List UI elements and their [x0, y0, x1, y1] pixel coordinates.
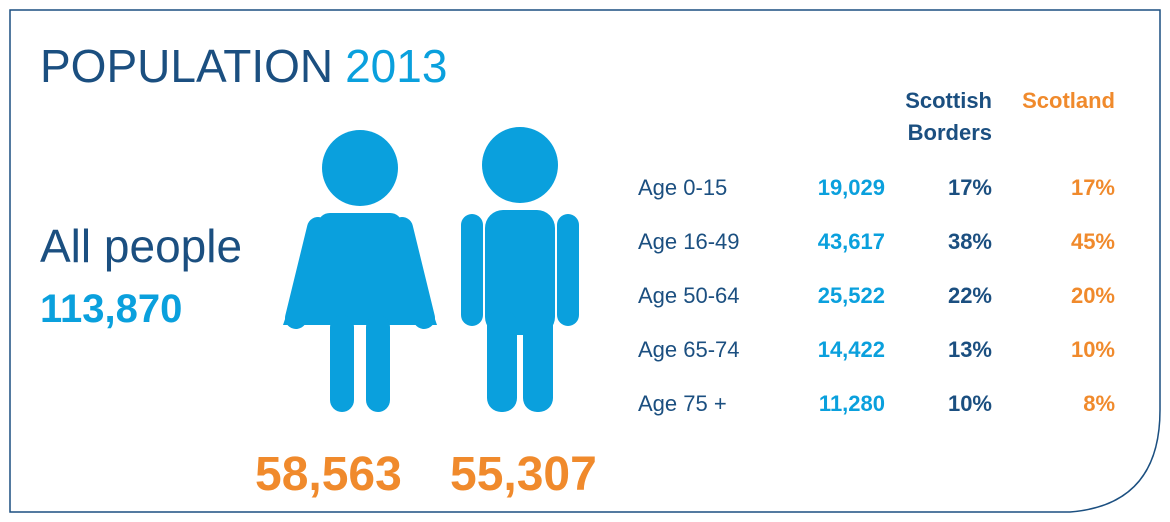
male-icon	[461, 127, 579, 412]
female-icon	[283, 130, 437, 412]
count: 25,522	[818, 283, 885, 308]
age-label: Age 0-15	[638, 175, 727, 200]
all-people-label: All people	[40, 220, 242, 272]
title: POPULATION 2013	[40, 40, 447, 92]
scotland-pct: 10%	[1071, 337, 1115, 362]
scotland-pct: 8%	[1083, 391, 1115, 416]
frame	[9, 9, 1161, 513]
title-year: 2013	[345, 40, 447, 92]
count: 19,029	[818, 175, 885, 200]
age-label: Age 65-74	[638, 337, 740, 362]
scotland-pct: 45%	[1071, 229, 1115, 254]
male-count: 55,307	[450, 448, 597, 501]
table: Age 0-15 19,029 17% 17% Age 16-49 43,617 38% 45…	[638, 175, 1115, 416]
all-people-total: 113,870	[40, 287, 182, 331]
age-label: Age 50-64	[638, 283, 740, 308]
count: 43,617	[818, 229, 885, 254]
count: 11,280	[819, 391, 885, 416]
header-borders: Scottish	[905, 88, 992, 113]
borders-pct: 22%	[948, 283, 992, 308]
scotland-pct: 20%	[1071, 283, 1115, 308]
age-label: Age 75 +	[638, 391, 727, 416]
age-label: Age 16-49	[638, 229, 740, 254]
header-scotland: Scotland	[1022, 88, 1115, 113]
borders-pct: 13%	[948, 337, 992, 362]
borders-pct: 17%	[948, 175, 992, 200]
header-borders: Borders	[908, 120, 992, 145]
count: 14,422	[818, 337, 885, 362]
scotland-pct: 17%	[1071, 175, 1115, 200]
borders-pct: 38%	[948, 229, 992, 254]
female-count: 58,563	[255, 448, 402, 501]
borders-pct: 10%	[948, 391, 992, 416]
title-word: POPULATION	[40, 40, 333, 92]
